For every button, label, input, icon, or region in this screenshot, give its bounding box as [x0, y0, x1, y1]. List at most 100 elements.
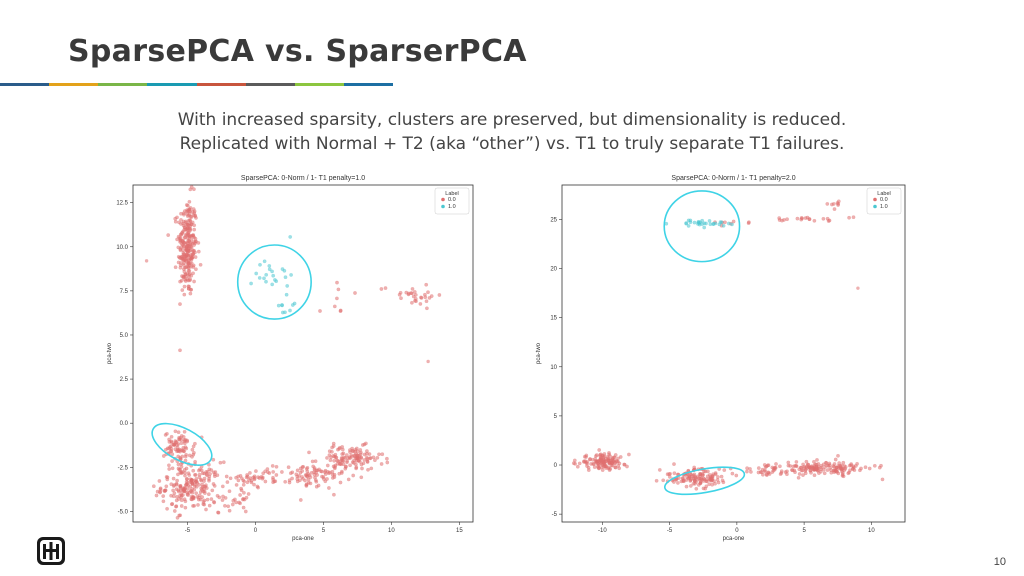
data-point-0.0	[189, 256, 194, 261]
data-point-0.0	[182, 488, 187, 493]
x-tick-label: -5	[667, 528, 673, 534]
data-point-0.0	[834, 466, 839, 470]
data-point-0.0	[412, 290, 417, 294]
data-point-0.0	[385, 460, 390, 465]
data-point-0.0	[208, 471, 213, 476]
data-point-0.0	[181, 241, 186, 245]
data-point-0.0	[339, 456, 344, 460]
data-point-0.0	[368, 456, 373, 460]
data-point-0.0	[171, 488, 176, 493]
data-point-0.0	[613, 461, 618, 466]
data-point-0.0	[181, 275, 186, 280]
data-point-0.0	[322, 470, 327, 474]
data-point-0.0	[795, 216, 800, 221]
data-point-0.0	[694, 486, 699, 491]
data-point-0.0	[165, 446, 170, 451]
data-point-0.0	[155, 489, 160, 494]
data-point-0.0	[256, 485, 261, 490]
color-bar-segment	[147, 83, 197, 86]
data-point-0.0	[308, 481, 313, 486]
data-point-0.0	[182, 449, 187, 454]
data-point-0.0	[654, 478, 659, 483]
data-point-0.0	[688, 483, 693, 488]
data-point-0.0	[182, 439, 187, 444]
data-point-0.0	[625, 464, 629, 469]
data-point-0.0	[855, 461, 859, 466]
data-point-0.0	[181, 257, 186, 262]
data-point-1.0	[697, 221, 702, 225]
data-point-0.0	[198, 262, 203, 267]
data-point-0.0	[734, 473, 739, 478]
data-point-0.0	[353, 449, 358, 454]
data-point-0.0	[681, 479, 686, 483]
data-point-0.0	[172, 483, 177, 487]
data-point-0.0	[178, 279, 183, 284]
y-tick-label: -2.5	[118, 465, 129, 471]
data-point-0.0	[313, 459, 318, 464]
highlight-ellipse	[236, 244, 312, 320]
data-point-0.0	[308, 475, 313, 479]
data-point-0.0	[234, 500, 239, 505]
data-point-0.0	[185, 203, 190, 208]
data-point-0.0	[239, 476, 244, 481]
data-point-0.0	[850, 467, 855, 471]
data-point-0.0	[325, 455, 329, 460]
color-bar-segment	[49, 83, 99, 86]
data-point-0.0	[598, 452, 603, 457]
y-tick-label: -5.0	[118, 509, 129, 515]
data-point-1.0	[282, 268, 287, 273]
data-point-0.0	[354, 465, 359, 470]
data-point-0.0	[178, 247, 183, 252]
data-point-0.0	[365, 459, 370, 464]
data-point-1.0	[270, 282, 275, 287]
data-point-0.0	[822, 471, 827, 476]
data-point-0.0	[288, 471, 293, 476]
data-point-0.0	[173, 219, 178, 224]
data-point-0.0	[246, 492, 251, 496]
data-point-0.0	[161, 454, 166, 458]
data-point-0.0	[177, 467, 182, 472]
data-point-0.0	[347, 448, 352, 452]
data-point-0.0	[806, 462, 811, 467]
data-point-0.0	[227, 508, 232, 513]
color-bar-segment	[343, 83, 393, 86]
data-point-0.0	[171, 442, 176, 447]
data-point-1.0	[272, 278, 277, 282]
data-point-0.0	[188, 234, 193, 239]
data-point-0.0	[182, 292, 187, 297]
data-point-1.0	[276, 303, 281, 308]
data-point-0.0	[335, 280, 339, 285]
y-tick-label: 5.0	[120, 333, 129, 339]
data-point-0.0	[178, 484, 183, 488]
data-point-0.0	[746, 221, 751, 225]
data-point-0.0	[364, 449, 369, 453]
page-number: 10	[993, 556, 1006, 568]
data-point-0.0	[731, 219, 736, 224]
data-point-0.0	[158, 487, 163, 492]
data-point-0.0	[799, 468, 804, 473]
data-point-0.0	[404, 290, 409, 295]
data-point-0.0	[187, 199, 192, 204]
data-point-0.0	[722, 468, 727, 472]
data-point-0.0	[172, 509, 177, 513]
legend-label: 1.0	[448, 204, 456, 210]
data-point-0.0	[797, 472, 802, 476]
data-point-0.0	[165, 475, 170, 480]
data-point-0.0	[190, 210, 195, 214]
data-point-0.0	[212, 499, 216, 504]
data-point-0.0	[181, 493, 185, 497]
data-point-0.0	[344, 453, 349, 457]
data-point-0.0	[172, 491, 177, 496]
data-point-1.0	[719, 220, 724, 225]
y-axis-label: pca-two	[536, 342, 542, 364]
data-point-0.0	[179, 218, 183, 222]
data-point-0.0	[701, 478, 706, 483]
data-point-0.0	[801, 473, 805, 477]
data-point-0.0	[154, 493, 159, 498]
data-point-0.0	[836, 453, 840, 458]
data-point-0.0	[359, 462, 364, 467]
data-point-0.0	[832, 462, 837, 466]
data-point-1.0	[254, 271, 259, 276]
data-point-0.0	[210, 488, 215, 493]
data-point-0.0	[184, 480, 189, 484]
